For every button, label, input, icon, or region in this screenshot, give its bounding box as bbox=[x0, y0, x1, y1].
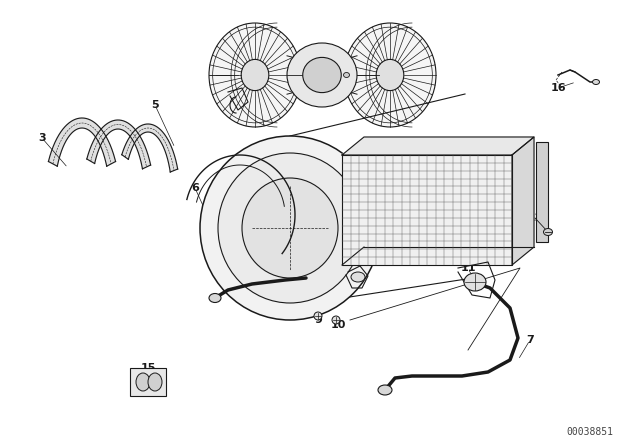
Ellipse shape bbox=[464, 273, 486, 291]
Ellipse shape bbox=[344, 23, 436, 127]
Bar bbox=[130, 368, 166, 396]
Ellipse shape bbox=[303, 57, 341, 93]
Text: 6: 6 bbox=[191, 183, 199, 193]
Text: 00038851: 00038851 bbox=[566, 427, 614, 437]
Text: 5: 5 bbox=[151, 100, 159, 110]
Polygon shape bbox=[122, 124, 178, 172]
Ellipse shape bbox=[344, 73, 349, 78]
Ellipse shape bbox=[287, 43, 357, 107]
Polygon shape bbox=[49, 118, 116, 166]
Text: 15: 15 bbox=[140, 363, 156, 373]
Ellipse shape bbox=[148, 373, 162, 391]
Ellipse shape bbox=[136, 373, 150, 391]
Ellipse shape bbox=[351, 272, 365, 282]
Polygon shape bbox=[512, 137, 534, 265]
Text: 1: 1 bbox=[434, 178, 442, 188]
Text: 8: 8 bbox=[351, 273, 359, 283]
Ellipse shape bbox=[200, 136, 380, 320]
Polygon shape bbox=[342, 137, 534, 155]
Ellipse shape bbox=[209, 293, 221, 302]
Text: 14: 14 bbox=[220, 80, 236, 90]
Text: 16: 16 bbox=[550, 83, 566, 93]
Bar bbox=[342, 155, 512, 265]
Ellipse shape bbox=[378, 385, 392, 395]
Ellipse shape bbox=[314, 312, 322, 320]
Text: 7: 7 bbox=[526, 335, 534, 345]
Polygon shape bbox=[87, 120, 150, 169]
Text: 10: 10 bbox=[330, 320, 346, 330]
Text: 11: 11 bbox=[460, 263, 476, 273]
Ellipse shape bbox=[593, 79, 600, 85]
Bar bbox=[536, 142, 548, 242]
Text: 13: 13 bbox=[282, 300, 298, 310]
Ellipse shape bbox=[242, 178, 338, 278]
Ellipse shape bbox=[543, 228, 552, 236]
Text: 2: 2 bbox=[396, 90, 404, 100]
Ellipse shape bbox=[241, 60, 269, 90]
Text: 12: 12 bbox=[527, 213, 543, 223]
Ellipse shape bbox=[376, 60, 404, 90]
Ellipse shape bbox=[209, 23, 301, 127]
Text: 3: 3 bbox=[38, 133, 46, 143]
Ellipse shape bbox=[218, 153, 362, 303]
Ellipse shape bbox=[332, 316, 340, 324]
Text: 4: 4 bbox=[264, 173, 272, 183]
Text: 9: 9 bbox=[314, 315, 322, 325]
